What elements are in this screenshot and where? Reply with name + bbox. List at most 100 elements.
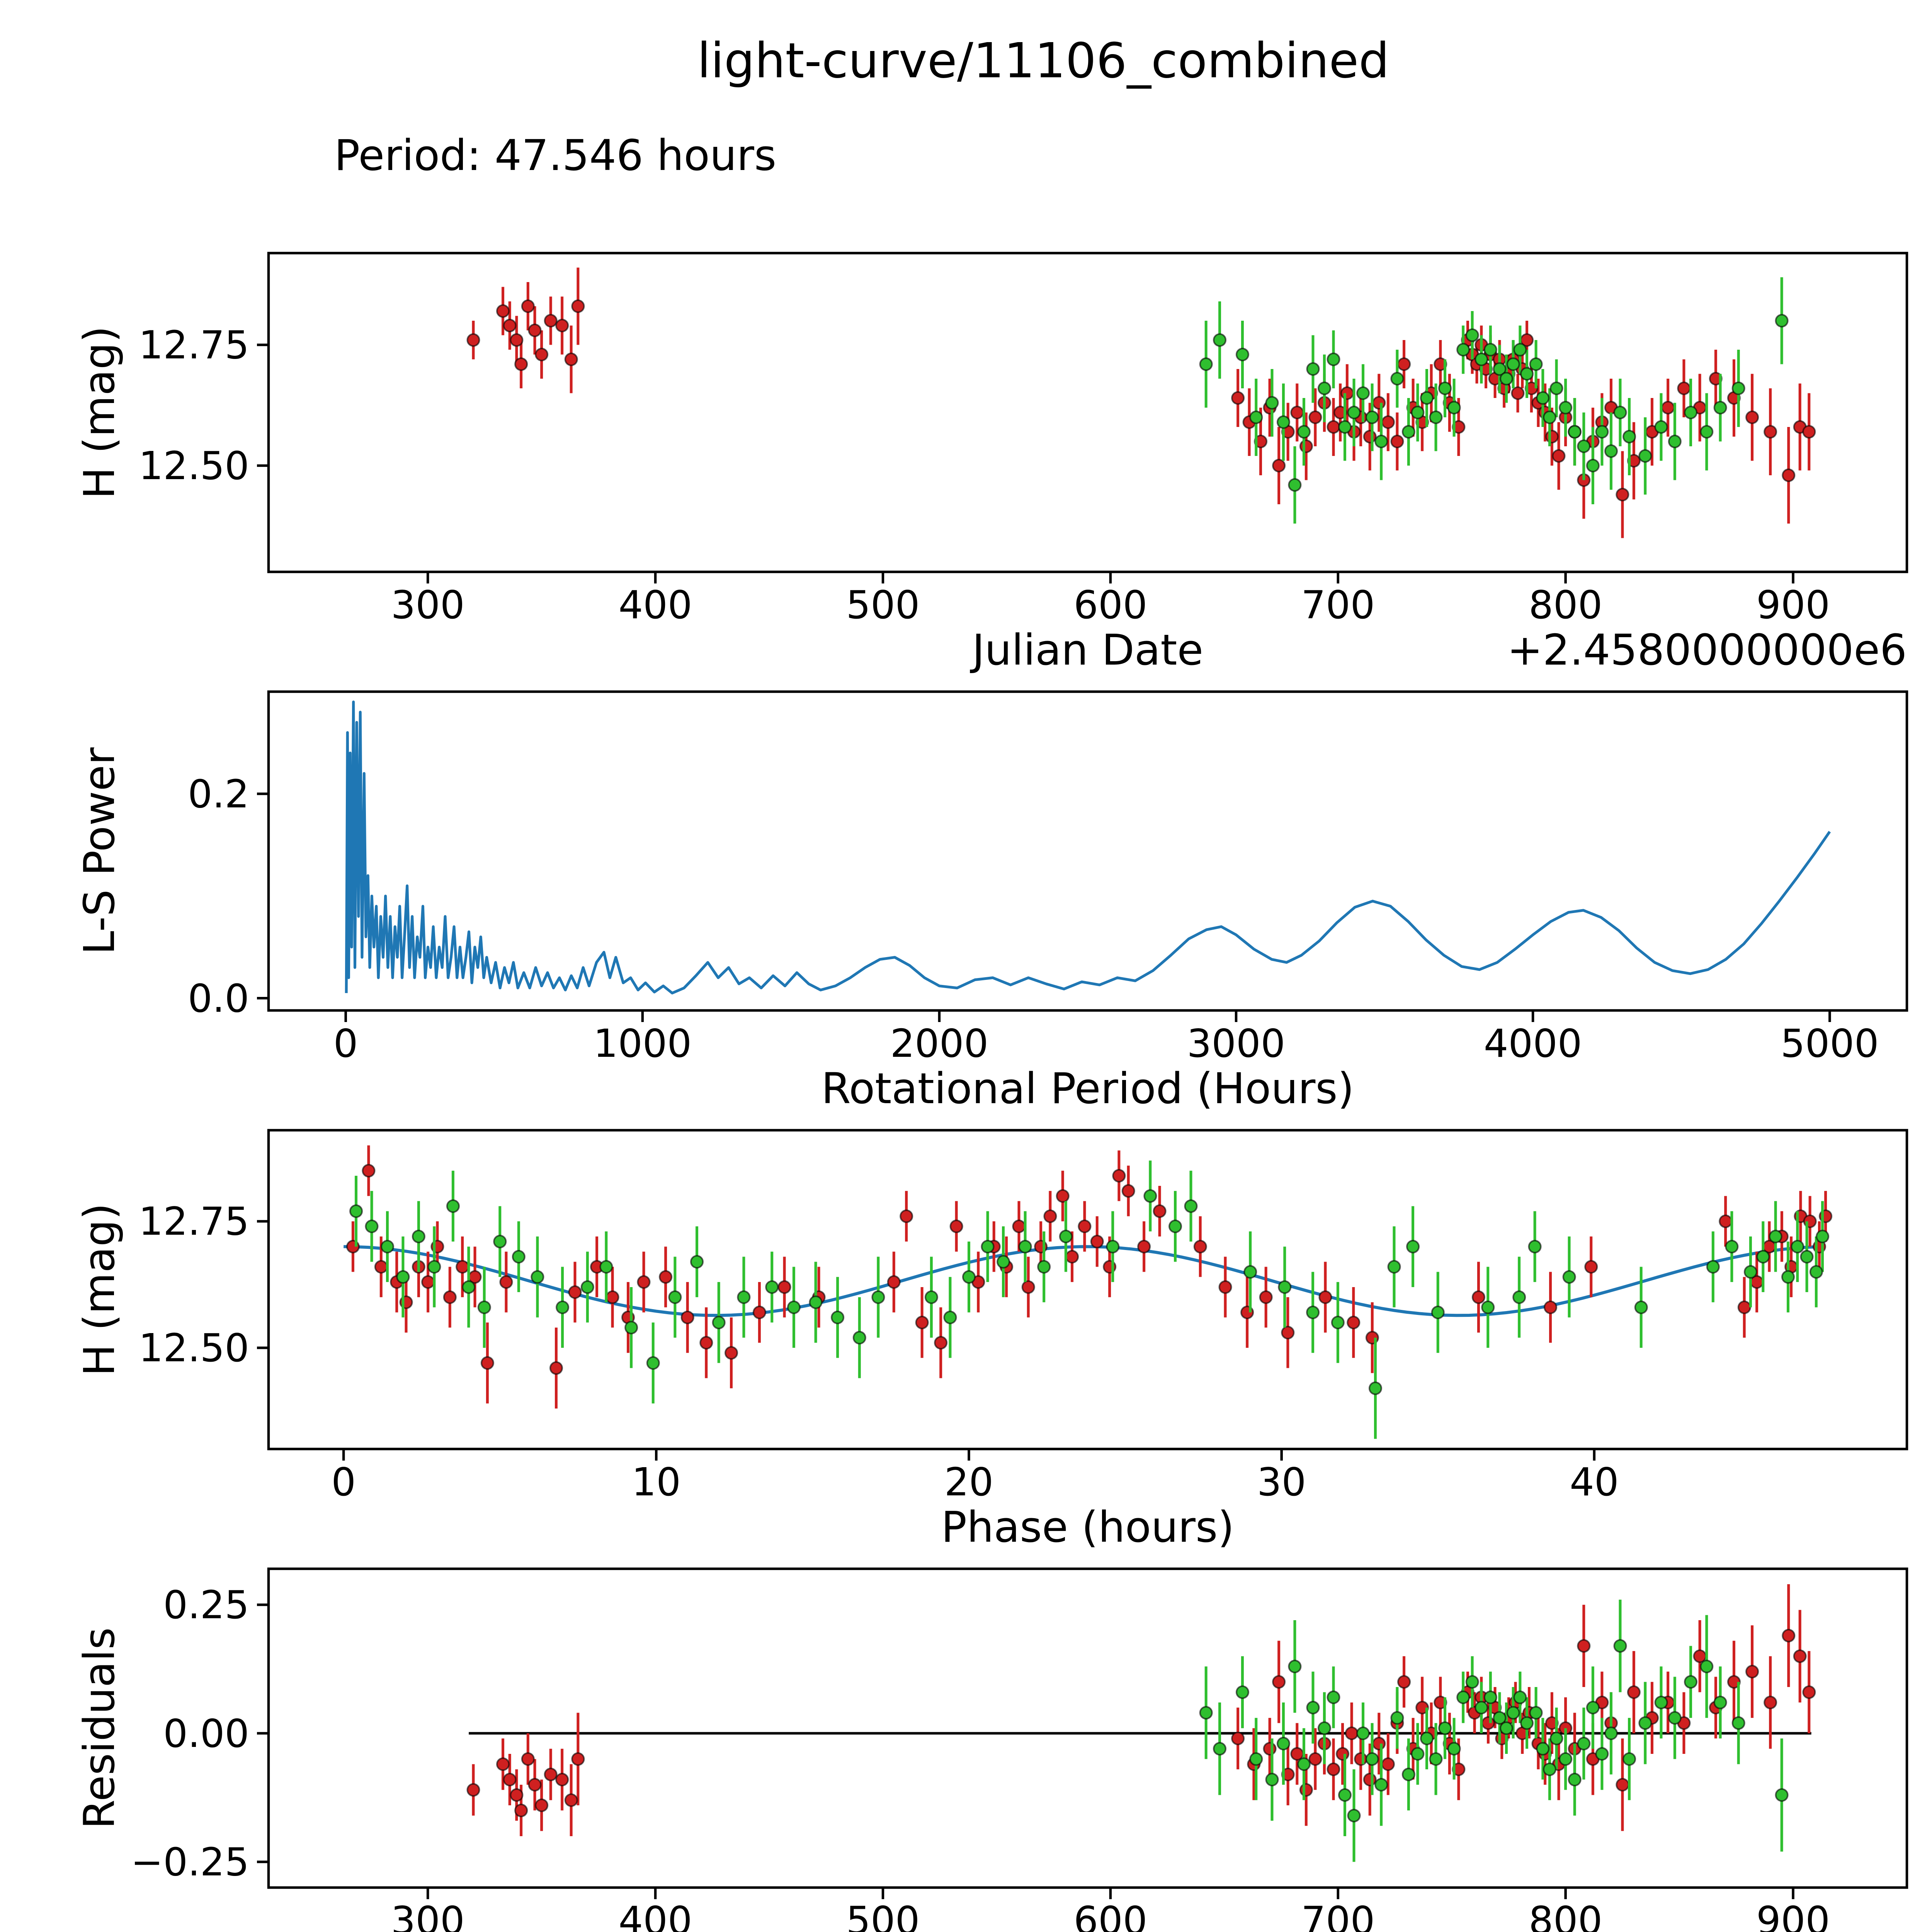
- data-point: [1745, 410, 1759, 424]
- y-tick-label: 0.0: [188, 976, 249, 1021]
- data-point: [1520, 367, 1534, 381]
- data-point: [1347, 405, 1361, 419]
- data-point: [1506, 357, 1520, 371]
- axis-offset-label: +2.4580000000e6: [1507, 625, 1907, 675]
- data-point: [1661, 401, 1675, 415]
- data-point: [1775, 314, 1789, 328]
- data-point: [1684, 1675, 1698, 1689]
- data-point: [1308, 1752, 1322, 1766]
- data-point: [1037, 1260, 1051, 1274]
- data-point: [1213, 333, 1227, 347]
- data-point: [510, 1788, 524, 1802]
- data-point: [1634, 1300, 1648, 1314]
- data-point: [1374, 1778, 1388, 1792]
- x-tick-label: 0: [331, 1459, 356, 1505]
- x-tick-label: 500: [846, 582, 920, 628]
- data-point: [1737, 1300, 1751, 1314]
- data-point: [1065, 1250, 1079, 1264]
- data-point: [981, 1240, 995, 1253]
- data-point: [659, 1270, 673, 1284]
- data-point: [1265, 1773, 1279, 1787]
- axes-frame: [267, 1567, 1908, 1889]
- data-point: [365, 1219, 379, 1233]
- data-point: [412, 1230, 425, 1243]
- data-point: [1235, 347, 1249, 361]
- y-axis-label: L-S Power: [75, 747, 124, 955]
- data-point: [809, 1295, 823, 1309]
- data-point: [1769, 1230, 1782, 1243]
- data-point: [1713, 1696, 1727, 1709]
- data-point: [1511, 386, 1525, 400]
- data-point: [1452, 1762, 1466, 1776]
- data-point: [1595, 1747, 1609, 1761]
- data-point: [1791, 1240, 1804, 1253]
- data-point: [1438, 1721, 1452, 1735]
- data-point: [1431, 1305, 1445, 1319]
- data-point: [1684, 405, 1698, 419]
- data-point: [1411, 405, 1425, 419]
- data-point: [1520, 1716, 1534, 1730]
- data-point: [712, 1316, 726, 1330]
- data-point: [1559, 401, 1573, 415]
- x-tick-label: 600: [1073, 582, 1147, 628]
- y-tick-label: 12.50: [139, 1325, 249, 1371]
- data-point: [1545, 1716, 1559, 1730]
- data-point: [1336, 1747, 1350, 1761]
- x-axis-label: Phase (hours): [941, 1502, 1235, 1552]
- data-point: [1577, 1736, 1591, 1750]
- data-point: [1595, 425, 1609, 439]
- data-point: [1802, 425, 1816, 439]
- data-point: [1568, 1773, 1582, 1787]
- data-point: [852, 1331, 866, 1345]
- data-point: [1700, 1660, 1714, 1673]
- data-point: [1586, 459, 1600, 473]
- data-point: [1288, 478, 1302, 492]
- data-point: [680, 1311, 694, 1325]
- y-tick-label: 12.50: [139, 443, 249, 488]
- data-point: [699, 1336, 713, 1350]
- data-point: [1153, 1204, 1167, 1218]
- data-point: [1420, 1731, 1434, 1745]
- data-point: [1483, 1690, 1497, 1704]
- period-annotation: Period: 47.546 hours: [334, 131, 776, 180]
- data-point: [646, 1356, 660, 1370]
- fit-curve: [344, 1245, 1820, 1317]
- data-point: [1725, 1240, 1739, 1253]
- data-point: [1512, 1290, 1526, 1304]
- data-point: [1265, 396, 1279, 410]
- data-point: [555, 1773, 569, 1787]
- data-point: [1456, 1690, 1470, 1704]
- data-point: [787, 1300, 801, 1314]
- data-point: [871, 1290, 885, 1304]
- data-point: [1213, 1742, 1227, 1756]
- data-point: [1078, 1219, 1092, 1233]
- data-point: [564, 1793, 578, 1807]
- data-point: [1709, 372, 1723, 386]
- data-point: [1775, 1788, 1789, 1802]
- data-point: [1452, 420, 1466, 434]
- data-point: [1056, 1189, 1070, 1203]
- data-point: [1506, 1706, 1520, 1720]
- data-point: [555, 318, 569, 332]
- data-point: [466, 1783, 480, 1797]
- y-axis-label: H (mag): [75, 326, 124, 499]
- data-point: [1782, 468, 1796, 482]
- data-point: [521, 1752, 535, 1766]
- periodogram-line: [345, 700, 1831, 995]
- data-point: [887, 1275, 901, 1289]
- data-point: [1340, 386, 1354, 400]
- data-point: [1781, 1270, 1795, 1284]
- data-point: [1475, 352, 1488, 366]
- data-point: [531, 1270, 544, 1284]
- data-point: [1719, 1214, 1733, 1228]
- data-point: [1381, 1757, 1395, 1771]
- data-point: [528, 1778, 542, 1792]
- data-point: [496, 1757, 510, 1771]
- x-tick-label: 0: [333, 1021, 358, 1066]
- x-tick-label: 800: [1529, 582, 1602, 628]
- data-point: [349, 1204, 363, 1218]
- data-point: [1743, 1265, 1757, 1279]
- data-point: [1272, 1675, 1286, 1689]
- data-point: [1356, 386, 1370, 400]
- data-point: [427, 1260, 441, 1274]
